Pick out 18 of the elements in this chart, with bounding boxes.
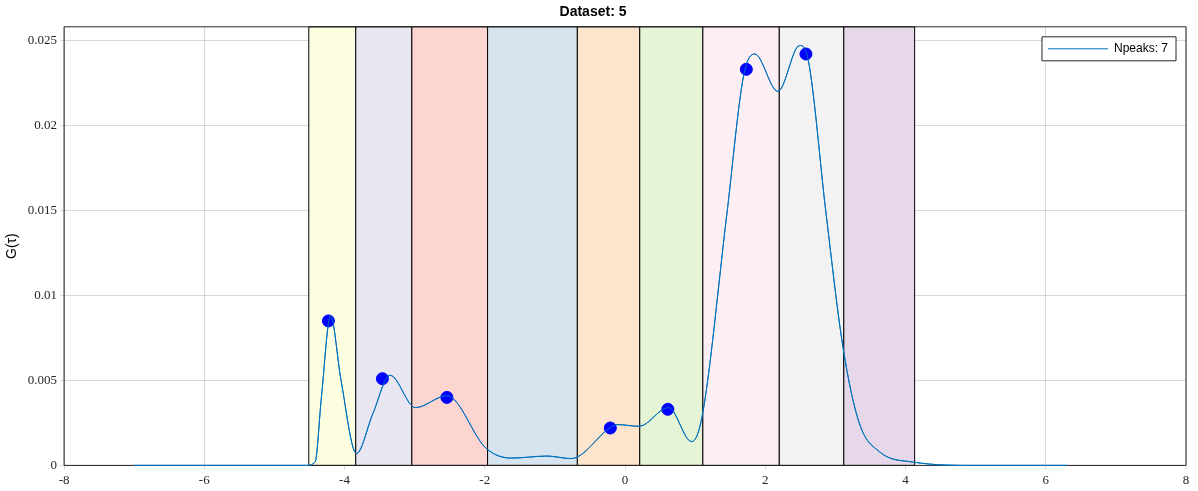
x-tick-label: -8 [58, 471, 70, 487]
y-tick-label: 0.01 [34, 286, 58, 302]
x-tick-label: 6 [1042, 471, 1050, 487]
y-tick-label: 0.025 [27, 31, 58, 47]
chart-title: Dataset: 5 [559, 3, 627, 20]
y-tick-label: 0.005 [27, 371, 58, 387]
x-tick-label: -6 [198, 471, 211, 487]
x-tick-label: -4 [339, 471, 351, 487]
y-tick-label: 0 [50, 456, 58, 472]
x-tick-label: 0 [621, 471, 629, 487]
x-tick-label: -2 [479, 471, 491, 487]
y-tick-label: 0.02 [34, 116, 58, 132]
legend-label: Npeaks: 7 [1113, 41, 1169, 56]
y-axis-title: G(τ) [3, 233, 20, 259]
x-tick-label: 8 [1182, 471, 1190, 487]
x-tick-label: 2 [762, 471, 769, 487]
y-tick-label: 0.015 [27, 201, 58, 217]
x-tick-label: 4 [902, 471, 910, 487]
